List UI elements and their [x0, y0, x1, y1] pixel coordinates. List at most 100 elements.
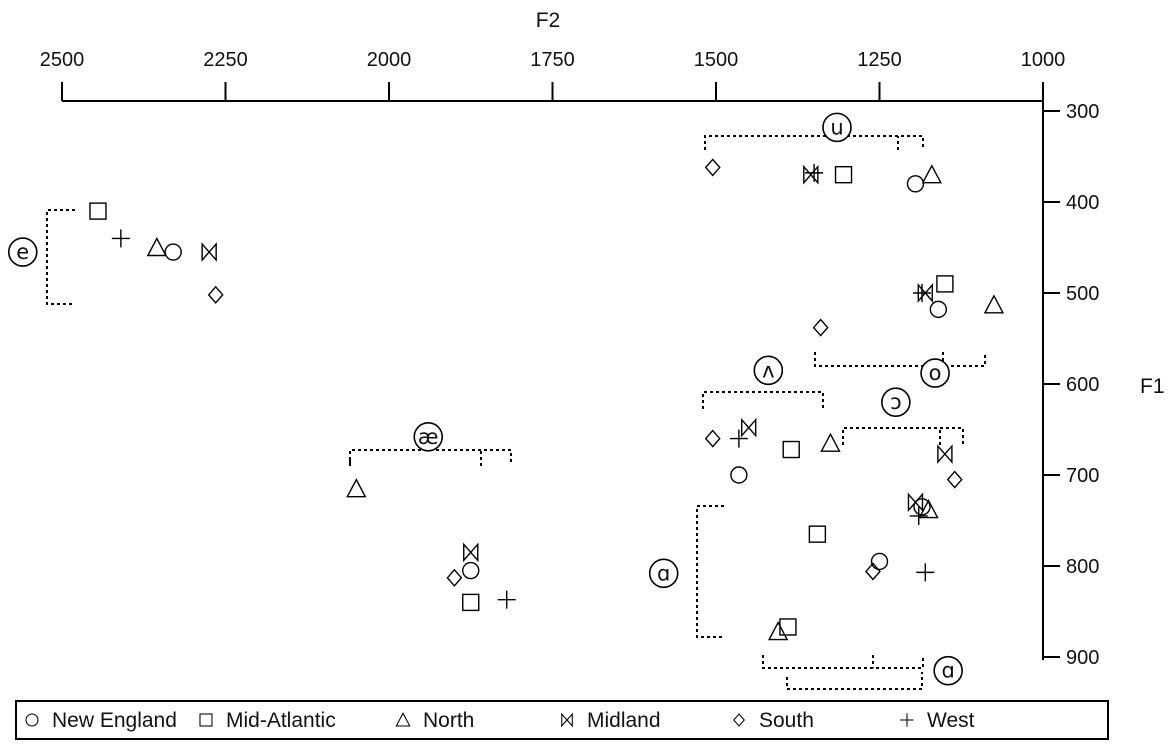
legend-label: Midland: [587, 709, 661, 732]
vowel-label: æ: [413, 421, 444, 452]
data-point: [704, 429, 721, 448]
y-tick-label: 500: [1066, 283, 1099, 305]
data-point: [111, 229, 130, 248]
y-tick-label: 300: [1066, 101, 1099, 123]
bracket-alpha: [696, 505, 724, 638]
legend-item: South: [733, 709, 814, 732]
legend-item: West: [900, 709, 975, 732]
bracket-e: [46, 209, 75, 305]
data-point: [462, 593, 480, 612]
legend-item: New England: [25, 709, 177, 732]
data-point: [917, 283, 933, 303]
data-point: [346, 478, 367, 498]
x-tick-label: 1250: [857, 49, 902, 71]
vowel-label: u: [822, 112, 852, 143]
data-point: [870, 552, 889, 571]
x-tick-label: 1000: [1021, 49, 1066, 71]
legend-label: Mid-Atlantic: [226, 709, 336, 732]
legend-marker: [561, 712, 573, 728]
data-point: [909, 506, 928, 525]
data-point: [146, 237, 167, 257]
data-point: [462, 561, 480, 580]
x-axis-title: F2: [536, 9, 561, 32]
bracket-wedge: [702, 391, 824, 409]
data-point: [983, 294, 1005, 314]
data-point: [497, 590, 516, 609]
vowel-label: ɔ: [881, 387, 911, 418]
data-point: [834, 165, 853, 184]
legend-marker: [199, 713, 213, 727]
data-point: [946, 470, 963, 489]
legend-marker: [900, 713, 914, 727]
data-point: [916, 563, 935, 582]
data-point: [164, 243, 182, 261]
x-tick-label: 2000: [367, 49, 412, 71]
legend-label: South: [759, 709, 814, 732]
series-midland: [201, 164, 953, 563]
y-ticks: 300 400 500 600 700 800 900: [1043, 101, 1099, 669]
svg-text:ʌ: ʌ: [762, 358, 774, 382]
y-tick-label: 800: [1066, 556, 1099, 578]
data-point: [907, 492, 924, 513]
data-point: [918, 499, 939, 519]
data-point: [730, 466, 748, 484]
data-point: [808, 525, 827, 543]
data-point: [767, 621, 789, 641]
data-point: [729, 429, 748, 448]
bracket-open-o: [842, 427, 964, 445]
data-point: [936, 275, 954, 293]
svg-text:u: u: [830, 115, 843, 139]
series-west: [111, 163, 935, 609]
data-point: [782, 440, 800, 459]
svg-text:o: o: [929, 361, 942, 385]
x-tick-label: 1500: [694, 49, 739, 71]
data-point: [779, 618, 797, 636]
y-tick-label: 400: [1066, 192, 1099, 214]
legend-label: North: [423, 709, 474, 732]
bracket-ae: [349, 449, 512, 466]
axes: F2 F1: [62, 9, 1165, 660]
svg-text:ɔ: ɔ: [890, 390, 902, 414]
legend-item: North: [395, 709, 474, 732]
svg-text:e: e: [16, 240, 29, 264]
vowel-brackets: [46, 135, 986, 690]
data-point: [446, 568, 463, 587]
data-point: [741, 417, 757, 438]
data-point: [812, 318, 829, 337]
vowel-label: ɑ: [933, 655, 963, 686]
data-points: [89, 158, 1005, 641]
data-point: [921, 164, 942, 184]
x-tick-label: 2250: [203, 49, 248, 71]
vowel-label: e: [7, 237, 38, 267]
data-point: [89, 202, 107, 220]
svg-text:æ: æ: [418, 425, 439, 449]
data-point: [201, 242, 217, 262]
data-point: [820, 432, 841, 452]
vowel-label: ɑ: [648, 558, 679, 589]
svg-text:ɑ: ɑ: [657, 561, 670, 585]
bracket-alpha-low-2: [786, 672, 923, 690]
legend-label: New England: [52, 709, 177, 732]
legend-marker: [733, 713, 745, 727]
vowel-label: o: [920, 358, 950, 388]
legend-label: West: [927, 709, 975, 732]
series-new-england: [164, 175, 948, 580]
legend-item: Midland: [561, 709, 661, 732]
x-tick-label: 1750: [530, 49, 575, 71]
data-point: [704, 158, 721, 177]
data-point: [937, 444, 953, 464]
legend-item: Mid-Atlantic: [199, 709, 336, 732]
bracket-o: [814, 352, 986, 367]
x-tick-label: 2500: [40, 49, 85, 71]
vowel-labels: u e o ʌ ɔ æ ɑ ɑ: [7, 112, 963, 686]
legend: New England Mid-Atlantic North Midland South…: [15, 700, 1109, 740]
bracket-alpha-low-1: [762, 655, 924, 669]
data-point: [805, 163, 824, 182]
data-point: [463, 542, 479, 563]
legend-marker: [25, 713, 39, 727]
data-point: [803, 164, 819, 185]
series-north: [146, 164, 1005, 641]
data-point: [906, 175, 925, 193]
bracket-u: [704, 135, 924, 150]
